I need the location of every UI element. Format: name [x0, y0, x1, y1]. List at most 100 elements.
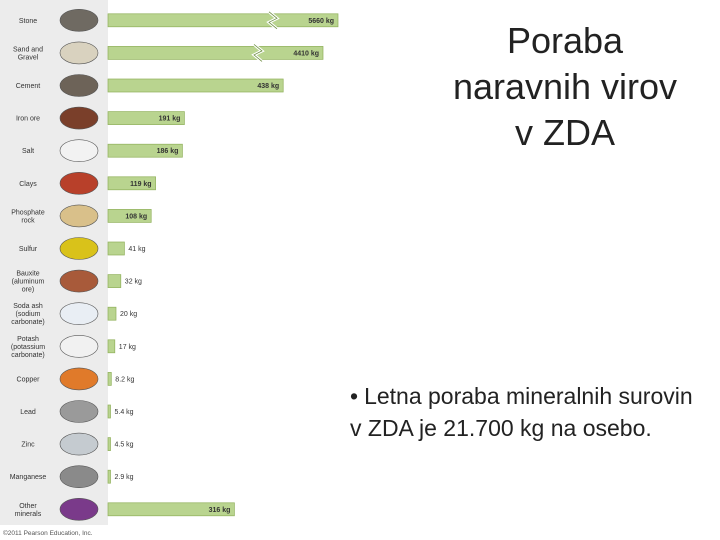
bar: [107, 502, 235, 517]
bar: [107, 143, 183, 158]
value-label: 5.4 kg: [115, 409, 134, 416]
category-label: Cement: [16, 83, 41, 90]
category-label-line: Manganese: [10, 474, 47, 481]
bar: [107, 404, 111, 419]
category-label-line: carbonate): [11, 319, 44, 326]
bar-row: Clays 119 kg: [19, 172, 156, 195]
category-label-line: Other: [19, 503, 37, 510]
category-label: Sand and Gravel: [13, 46, 43, 61]
value-label: 20 kg: [120, 311, 137, 318]
bar-row: Other minerals 316 kg: [15, 497, 235, 521]
soda-ash-icon: [59, 302, 99, 326]
stone-icon: [59, 8, 99, 32]
category-label-line: Potash: [17, 336, 39, 343]
bullet-text: Letna poraba mineralnih surovin v ZDA je…: [350, 383, 693, 441]
value-label: 8.2 kg: [115, 376, 134, 383]
category-label: Copper: [17, 376, 41, 383]
category-label-line: minerals: [15, 511, 42, 518]
category-label-line: Iron ore: [16, 116, 40, 123]
bar-row: Stone 5660 kg: [19, 8, 339, 32]
bar: [107, 13, 339, 28]
category-label-line: Bauxite: [16, 271, 39, 278]
category-label-line: Zinc: [21, 442, 35, 449]
bar: [107, 241, 125, 256]
category-label: Clays: [19, 181, 37, 188]
category-label-line: rock: [21, 217, 35, 224]
bar: [107, 306, 117, 321]
salt-icon: [59, 139, 99, 162]
category-label: Bauxite (aluminum ore): [12, 271, 45, 294]
bar-row: Iron ore 191 kg: [16, 106, 185, 130]
bar: [107, 78, 284, 93]
bar: [107, 176, 156, 191]
value-label: 32 kg: [125, 279, 142, 286]
bar-row: Zinc 4.5 kg: [21, 432, 134, 456]
category-label: Stone: [19, 18, 37, 25]
value-label: 119 kg: [130, 181, 151, 188]
category-label-line: Sand and: [13, 46, 43, 53]
category-label-line: (aluminum: [12, 279, 45, 286]
category-label-line: Soda ash: [13, 303, 43, 310]
category-label-line: ore): [22, 287, 34, 294]
value-label: 186 kg: [157, 148, 179, 155]
value-label: 4.5 kg: [115, 442, 134, 449]
bar-row: Bauxite (aluminum ore) 32 kg: [12, 269, 142, 294]
category-label-line: (sodium: [16, 311, 41, 318]
copper-icon: [59, 367, 99, 391]
bauxite-icon: [59, 269, 99, 293]
category-label-line: (potassium: [11, 344, 45, 351]
category-label-line: carbonate): [11, 352, 44, 359]
value-label: 4410 kg: [293, 50, 319, 57]
bar-row: Sulfur 41 kg: [19, 237, 146, 260]
value-label: 17 kg: [119, 344, 136, 351]
value-label: 191 kg: [159, 116, 181, 123]
category-label-line: Clays: [19, 181, 37, 188]
category-label-line: Cement: [16, 83, 41, 90]
manganese-icon: [59, 465, 99, 489]
bar-row: Phosphate rock 108 kg: [11, 204, 152, 228]
category-label-line: Copper: [17, 376, 41, 383]
bar-row: Lead 5.4 kg: [20, 400, 134, 423]
axis-break-line: [268, 11, 278, 30]
cement-icon: [59, 74, 99, 97]
category-label: Zinc: [21, 442, 35, 449]
value-label: 438 kg: [257, 83, 279, 90]
category-label: Salt: [22, 148, 34, 155]
category-label: Sulfur: [19, 246, 38, 253]
copyright-text: ©2011 Pearson Education, Inc.: [3, 529, 93, 537]
bar-row: Potash (potassium carbonate) 17 kg: [11, 334, 136, 359]
category-label: Lead: [20, 409, 36, 416]
category-label-line: Sulfur: [19, 246, 38, 253]
value-label: 5660 kg: [308, 18, 334, 25]
bar: [107, 437, 111, 451]
value-label: 316 kg: [209, 507, 231, 514]
slide-title: Poraba naravnih virov v ZDA: [410, 18, 720, 156]
bar: [107, 46, 324, 60]
bar: [107, 469, 111, 484]
bar: [107, 274, 122, 288]
bar-row: Sand and Gravel 4410 kg: [13, 41, 324, 65]
clay-brick-icon: [59, 172, 99, 195]
bar-row: Soda ash (sodium carbonate) 20 kg: [11, 302, 137, 326]
bar: [107, 111, 185, 125]
value-label: 108 kg: [125, 213, 147, 220]
bar-row: Manganese 2.9 kg: [10, 465, 134, 489]
zinc-icon: [59, 432, 99, 456]
category-label-line: Salt: [22, 148, 34, 155]
bar: [107, 339, 116, 354]
title-line-1: Poraba: [506, 20, 624, 61]
category-label: Potash (potassium carbonate): [11, 336, 45, 359]
axis-break-line: [253, 44, 263, 62]
bar-row: Salt 186 kg: [22, 139, 183, 162]
category-label: Other minerals: [15, 503, 42, 518]
sulfur-icon: [59, 237, 99, 260]
category-label: Phosphate rock: [11, 209, 45, 224]
potash-icon: [59, 334, 99, 358]
category-label-line: Gravel: [18, 54, 39, 61]
category-label-line: Stone: [19, 18, 37, 25]
category-label: Iron ore: [16, 116, 40, 123]
category-label: Manganese: [10, 474, 47, 481]
value-label: 41 kg: [128, 246, 145, 253]
bullet-icon: •: [350, 383, 359, 409]
bar-row: Cement 438 kg: [16, 74, 284, 97]
